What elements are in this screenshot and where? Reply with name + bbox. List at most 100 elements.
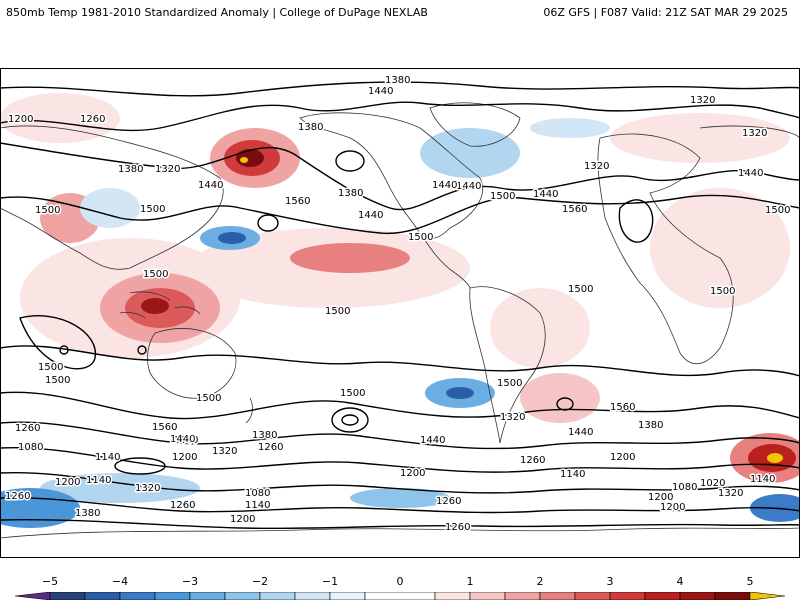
colorbar-tick-label: −3 [181,575,199,588]
contour-label: 1380 [75,508,100,519]
coastline-australia [147,328,237,399]
colorbar-tick-label: −4 [111,575,129,588]
contour-label: 1260 [80,114,105,125]
colorbar-segment [469,592,506,600]
coastline-south-america [469,286,546,444]
colorbar-segment [119,592,156,600]
contour-label: 1440 [533,189,558,200]
height-contours [0,81,800,530]
anomaly-cold-light [530,118,610,138]
colorbar-tick-label: 3 [606,575,614,588]
contour-label: 1500 [340,388,365,399]
colorbar: −5 −4 −3 −2 −1 0 1 2 3 4 5 [0,570,800,600]
contour-closed-high [341,414,359,426]
contour-label: 1260 [258,442,283,453]
contour-label: 1500 [408,232,433,243]
colorbar-segment [364,592,436,600]
contour-label: 1440 [420,435,445,446]
contour-label: 1440 [738,168,763,179]
colorbar-segment [189,592,226,600]
anomaly-warm-mid [290,243,410,273]
colorbar-tick-label: 1 [466,575,474,588]
contour-label: 1440 [568,427,593,438]
contour-label: 1500 [490,191,515,202]
contour-label: 1200 [400,468,425,479]
contour-label: 1500 [497,378,522,389]
anomaly-warm-max [767,453,783,463]
colorbar-segment [259,592,296,600]
contour-label: 1320 [690,95,715,106]
contour-label: 1500 [568,284,593,295]
contour-label: 1320 [500,412,525,423]
contour-line [0,142,800,211]
anomaly-warm-extreme [236,149,264,167]
contour-label: 1200 [230,514,255,525]
contour-label: 1080 [18,442,43,453]
coastline-north-america [299,112,483,239]
contour-label: 1500 [38,362,63,373]
contour-label: 1320 [155,164,180,175]
colorbar-tick-label: 0 [396,575,404,588]
contour-label: 1500 [765,205,790,216]
anomaly-warm-max [240,157,248,163]
contour-label: 1320 [718,488,743,499]
coastline-central-america [419,232,471,289]
colorbar-segment [749,592,786,600]
coastline-antarctica [0,527,800,539]
anomaly-cold-light [350,488,450,508]
anomaly-cold-strong [446,387,474,399]
contour-label: 1320 [135,483,160,494]
contour-line [0,446,800,473]
anomaly-warm-light [610,113,790,163]
contour-label: 1560 [285,196,310,207]
contour-line [0,471,800,494]
coastline-indonesia [119,291,201,319]
contour-closed-high [257,214,279,232]
anomaly-warm-light [0,93,120,143]
contour-label: 1260 [436,496,461,507]
colorbar-segment [679,592,716,600]
coastline-new-zealand [245,397,253,424]
contour-closed-high [335,150,365,172]
contour-label: 1440 [432,180,457,191]
anomaly-warm-light [650,188,790,308]
map-header: 850mb Temp 1981-2010 Standardized Anomal… [0,0,800,30]
colorbar-segment [84,592,121,600]
colorbar-tick-label: 2 [536,575,544,588]
map-title: 850mb Temp 1981-2010 Standardized Anomal… [6,6,428,19]
colorbar-tick-label: −5 [41,575,59,588]
contour-closed-high [137,345,147,355]
contour-line [0,101,800,132]
colorbar-tick-label: 4 [676,575,684,588]
contour-line [0,345,800,377]
contour-label: 1380 [385,75,410,86]
colorbar-segment [329,592,366,600]
contour-label: 1500 [143,269,168,280]
contour-line [0,81,800,97]
contour-label: 1500 [196,393,221,404]
contour-label: 1320 [212,446,237,457]
contour-line [0,194,800,235]
contour-label: 1080 [245,488,270,499]
contour-closed-low [114,457,166,475]
contour-label: 1140 [86,475,111,486]
colorbar-tick-label: −1 [321,575,339,588]
contour-label: 1020 [700,478,725,489]
anomaly-warm-light [490,288,590,368]
contour-closed-high [59,345,69,355]
contour-label: 1200 [55,477,80,488]
anomaly-shading [0,93,800,528]
map-svg: 1380 1440 1200 1260 1380 1320 1320 1380 … [0,68,800,558]
contour-label: 1380 [638,420,663,431]
contour-label: 1500 [45,375,70,386]
colorbar-segment [714,592,751,600]
colorbar-segment [504,592,541,600]
coastline-europe-africa [597,133,734,365]
contour-label: 1200 [172,452,197,463]
contour-closed-high [19,315,96,370]
colorbar-tick-label: 5 [746,575,754,588]
contour-label: 1500 [325,306,350,317]
coastline-asia [0,125,800,270]
colorbar-scale [14,592,786,600]
contour-label: 1140 [750,474,775,485]
